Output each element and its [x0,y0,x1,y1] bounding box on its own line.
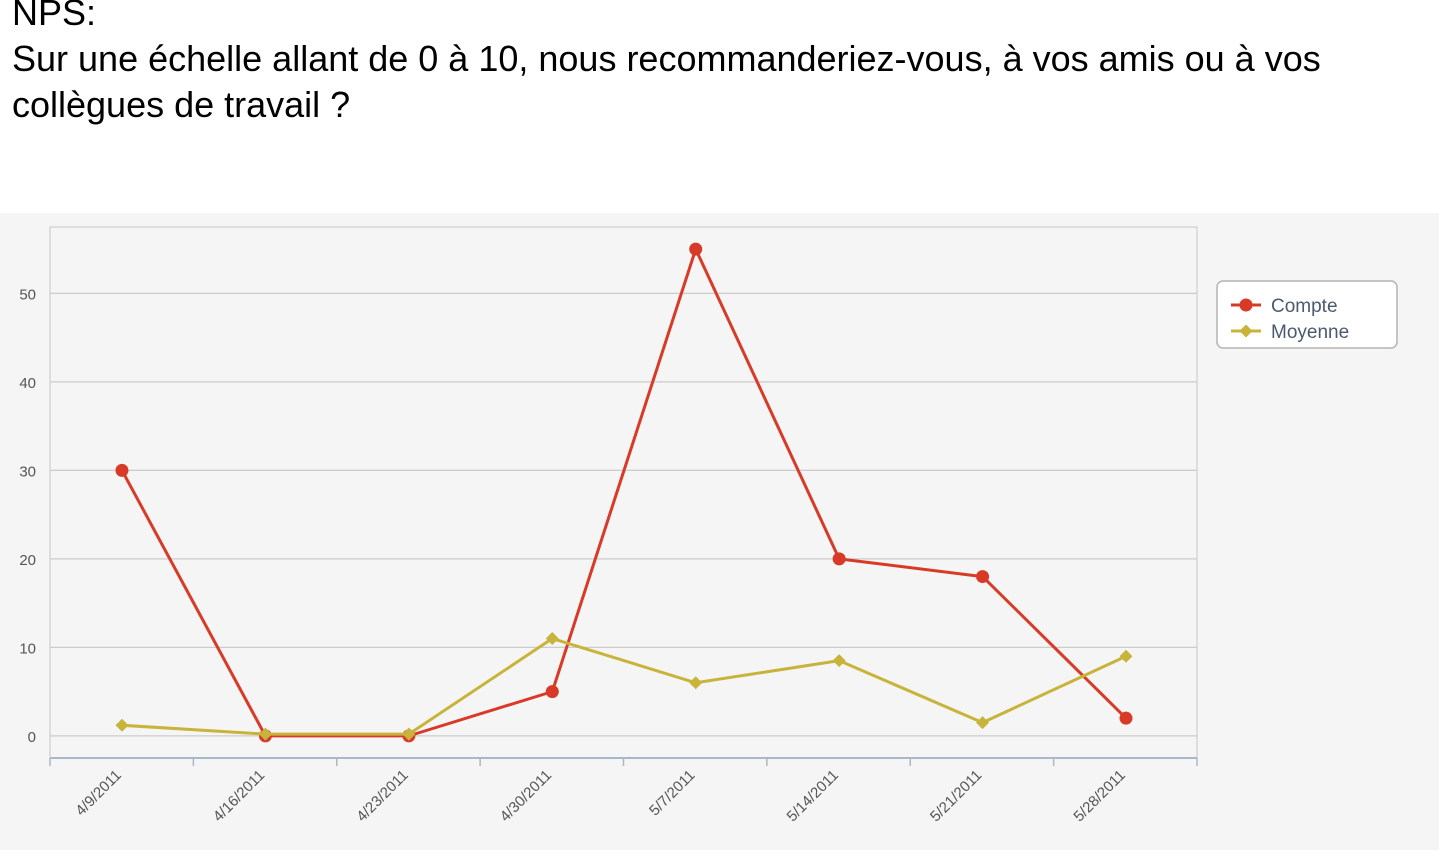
legend-label-compte: Compte [1271,296,1338,317]
series-line-compte [120,247,1128,738]
heading-label: NPS: [12,0,97,33]
data-point-moyenne [976,716,990,730]
data-point-moyenne [258,727,272,741]
legend-marker-moyenne [1239,324,1253,338]
series-line-moyenne [121,637,1127,736]
y-tick-label: 30 [19,463,36,480]
data-point-compte [1119,711,1133,725]
data-point-compte [976,570,990,584]
data-point-moyenne [1119,649,1133,663]
legend: Compte Moyenne [1216,280,1398,349]
data-point-moyenne [402,727,416,741]
y-axis-ticks: 0 10 20 30 40 50 [19,286,36,746]
legend-label-moyenne: Moyenne [1271,322,1349,343]
data-point-moyenne [115,718,129,732]
data-point-compte [689,242,703,256]
data-point-moyenne [689,676,703,690]
chart-heading: NPS: Sur une échelle allant de 0 à 10, n… [12,0,1422,128]
data-point-compte [545,685,559,699]
y-tick-label: 20 [19,552,36,569]
data-point-moyenne [545,632,559,646]
plot-area [49,226,1198,759]
data-point-compte [115,463,129,477]
chart-container: 0 10 20 30 40 50 4/9/2011 4/16/2011 4/23/2011 4/… [0,213,1439,850]
y-tick-label: 0 [28,729,36,746]
data-point-moyenne [832,654,846,668]
series-group [115,242,1133,743]
heading-question: Sur une échelle allant de 0 à 10, nous r… [12,38,1321,125]
legend-marker-compte [1239,298,1253,312]
y-tick-label: 50 [19,286,36,303]
y-tick-label: 40 [19,375,36,392]
y-tick-label: 10 [19,640,36,657]
data-point-compte [832,552,846,566]
legend-box [1216,280,1398,349]
